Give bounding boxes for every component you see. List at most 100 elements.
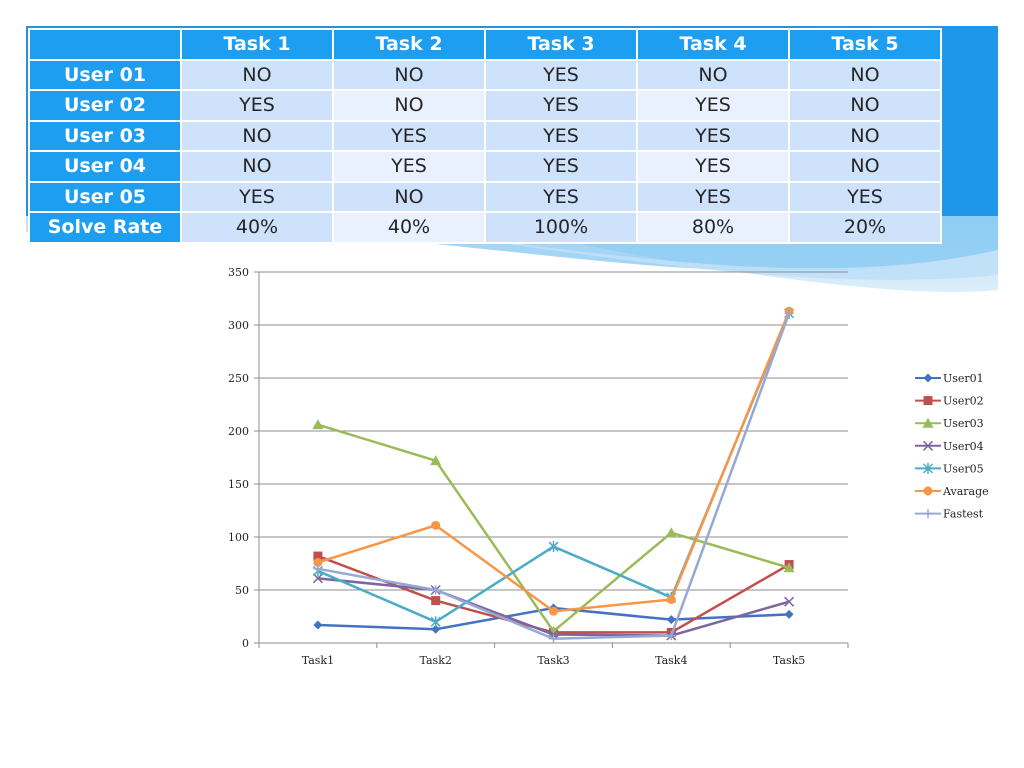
table-cell: YES — [636, 119, 790, 152]
data-point-user01 — [313, 620, 323, 630]
data-point-fastest — [784, 308, 794, 318]
series-line-user05 — [317, 312, 791, 624]
table-cell: NO — [788, 89, 942, 122]
y-tick-label: 350 — [228, 266, 249, 279]
legend-marker-user02 — [923, 396, 933, 406]
legend-marker-user05 — [922, 462, 934, 474]
column-header: Task 2 — [332, 28, 486, 61]
x-tick-label: Task1 — [302, 654, 334, 667]
table-cell: 100% — [484, 211, 638, 244]
table-cell: YES — [332, 119, 486, 152]
row-header: User 03 — [28, 119, 182, 152]
line-chart: 0 50 100 150 200 250 300 350 Task1 Task2 Task3 Task… — [228, 266, 989, 667]
table-cell: YES — [484, 150, 638, 183]
data-point-user03 — [783, 562, 795, 573]
table-cell: 20% — [788, 211, 942, 244]
legend-label: User05 — [943, 462, 984, 475]
data-point-user03 — [430, 455, 442, 466]
results-table: Task 1 Task 2 Task 3 Task 4 Task 5 User … — [28, 28, 942, 244]
table-row: User 04 NO YES YES YES NO — [28, 150, 942, 183]
data-point-avarage — [313, 557, 323, 567]
legend-marker-user03 — [922, 417, 934, 428]
table-cell: 40% — [180, 211, 334, 244]
table-cell: YES — [636, 150, 790, 183]
legend-marker-avarage — [923, 486, 933, 496]
row-header: User 01 — [28, 58, 182, 91]
data-point-fastest — [431, 585, 441, 595]
row-header: Solve Rate — [28, 211, 182, 244]
table-cell: NO — [180, 58, 334, 91]
table-cell: YES — [484, 89, 638, 122]
column-header: Task 3 — [484, 28, 638, 61]
data-point-user05 — [430, 616, 441, 628]
y-tick-label: 200 — [228, 425, 249, 438]
x-tick-label: Task5 — [773, 654, 805, 667]
data-point-fastest — [666, 631, 676, 641]
table-cell: NO — [788, 119, 942, 152]
row-header: User 04 — [28, 150, 182, 183]
y-tick-label: 250 — [228, 372, 249, 385]
data-point-user01 — [784, 609, 794, 619]
table-row: User 01 NO NO YES NO NO — [28, 58, 942, 91]
legend-marker-fastest — [923, 509, 933, 519]
x-tick-label: Task3 — [537, 654, 569, 667]
table-row: User 05 YES NO YES YES YES — [28, 180, 942, 213]
legend-label: User03 — [943, 417, 984, 430]
legend-label: User02 — [943, 395, 984, 408]
data-point-user01 — [666, 615, 676, 625]
data-point-user01 — [431, 624, 441, 634]
legend-marker-user04 — [922, 440, 934, 451]
column-header: Task 4 — [636, 28, 790, 61]
table-cell: NO — [332, 89, 486, 122]
x-tick-label: Task2 — [420, 654, 452, 667]
table-cell: YES — [636, 180, 790, 213]
table-row: User 02 YES NO YES YES NO — [28, 89, 942, 122]
data-point-fastest — [549, 634, 558, 644]
table-row: User 03 NO YES YES YES NO — [28, 119, 942, 152]
table-cell: YES — [788, 180, 942, 213]
legend-label: User04 — [943, 440, 984, 453]
data-point-user03 — [665, 527, 677, 538]
x-tick-label: Task4 — [655, 654, 687, 667]
column-header: Task 5 — [788, 28, 942, 61]
y-tick-label: 150 — [228, 478, 249, 491]
column-header: Task 1 — [180, 28, 334, 61]
table-cell: NO — [332, 180, 486, 213]
table-row: Solve Rate 40% 40% 100% 80% 20% — [28, 211, 942, 244]
table-cell: YES — [636, 89, 790, 122]
data-point-avarage — [431, 520, 441, 530]
legend-label: Avarage — [942, 485, 989, 498]
table-cell: NO — [180, 119, 334, 152]
row-header: User 02 — [28, 89, 182, 122]
y-tick-label: 100 — [228, 531, 249, 544]
header-row: Task 1 Task 2 Task 3 Task 4 Task 5 — [28, 28, 942, 61]
series-line-avarage — [317, 310, 791, 613]
table-cell: 40% — [332, 211, 486, 244]
data-point-avarage — [666, 595, 676, 605]
table-cell: NO — [788, 58, 942, 91]
table-corner — [28, 28, 182, 61]
data-point-user04 — [784, 596, 795, 607]
table-cell: YES — [484, 58, 638, 91]
row-header: User 05 — [28, 180, 182, 213]
table-cell: NO — [180, 150, 334, 183]
legend-marker-user01 — [923, 373, 933, 383]
y-tick-label: 300 — [228, 319, 249, 332]
data-point-avarage — [549, 606, 558, 616]
legend-label: Fastest — [943, 508, 984, 521]
data-point-user02 — [431, 596, 441, 606]
table-cell: NO — [788, 150, 942, 183]
data-point-fastest — [313, 564, 323, 574]
table-cell: YES — [180, 89, 334, 122]
data-point-user05 — [548, 541, 559, 553]
y-tick-label: 0 — [242, 637, 249, 650]
legend-label: User01 — [943, 372, 984, 385]
table-cell: NO — [332, 58, 486, 91]
data-point-user02 — [313, 551, 323, 561]
table-cell: 80% — [636, 211, 790, 244]
table-cell: YES — [180, 180, 334, 213]
data-point-user03 — [312, 419, 324, 430]
table-cell: YES — [484, 119, 638, 152]
table-cell: YES — [484, 180, 638, 213]
table-cell: NO — [636, 58, 790, 91]
